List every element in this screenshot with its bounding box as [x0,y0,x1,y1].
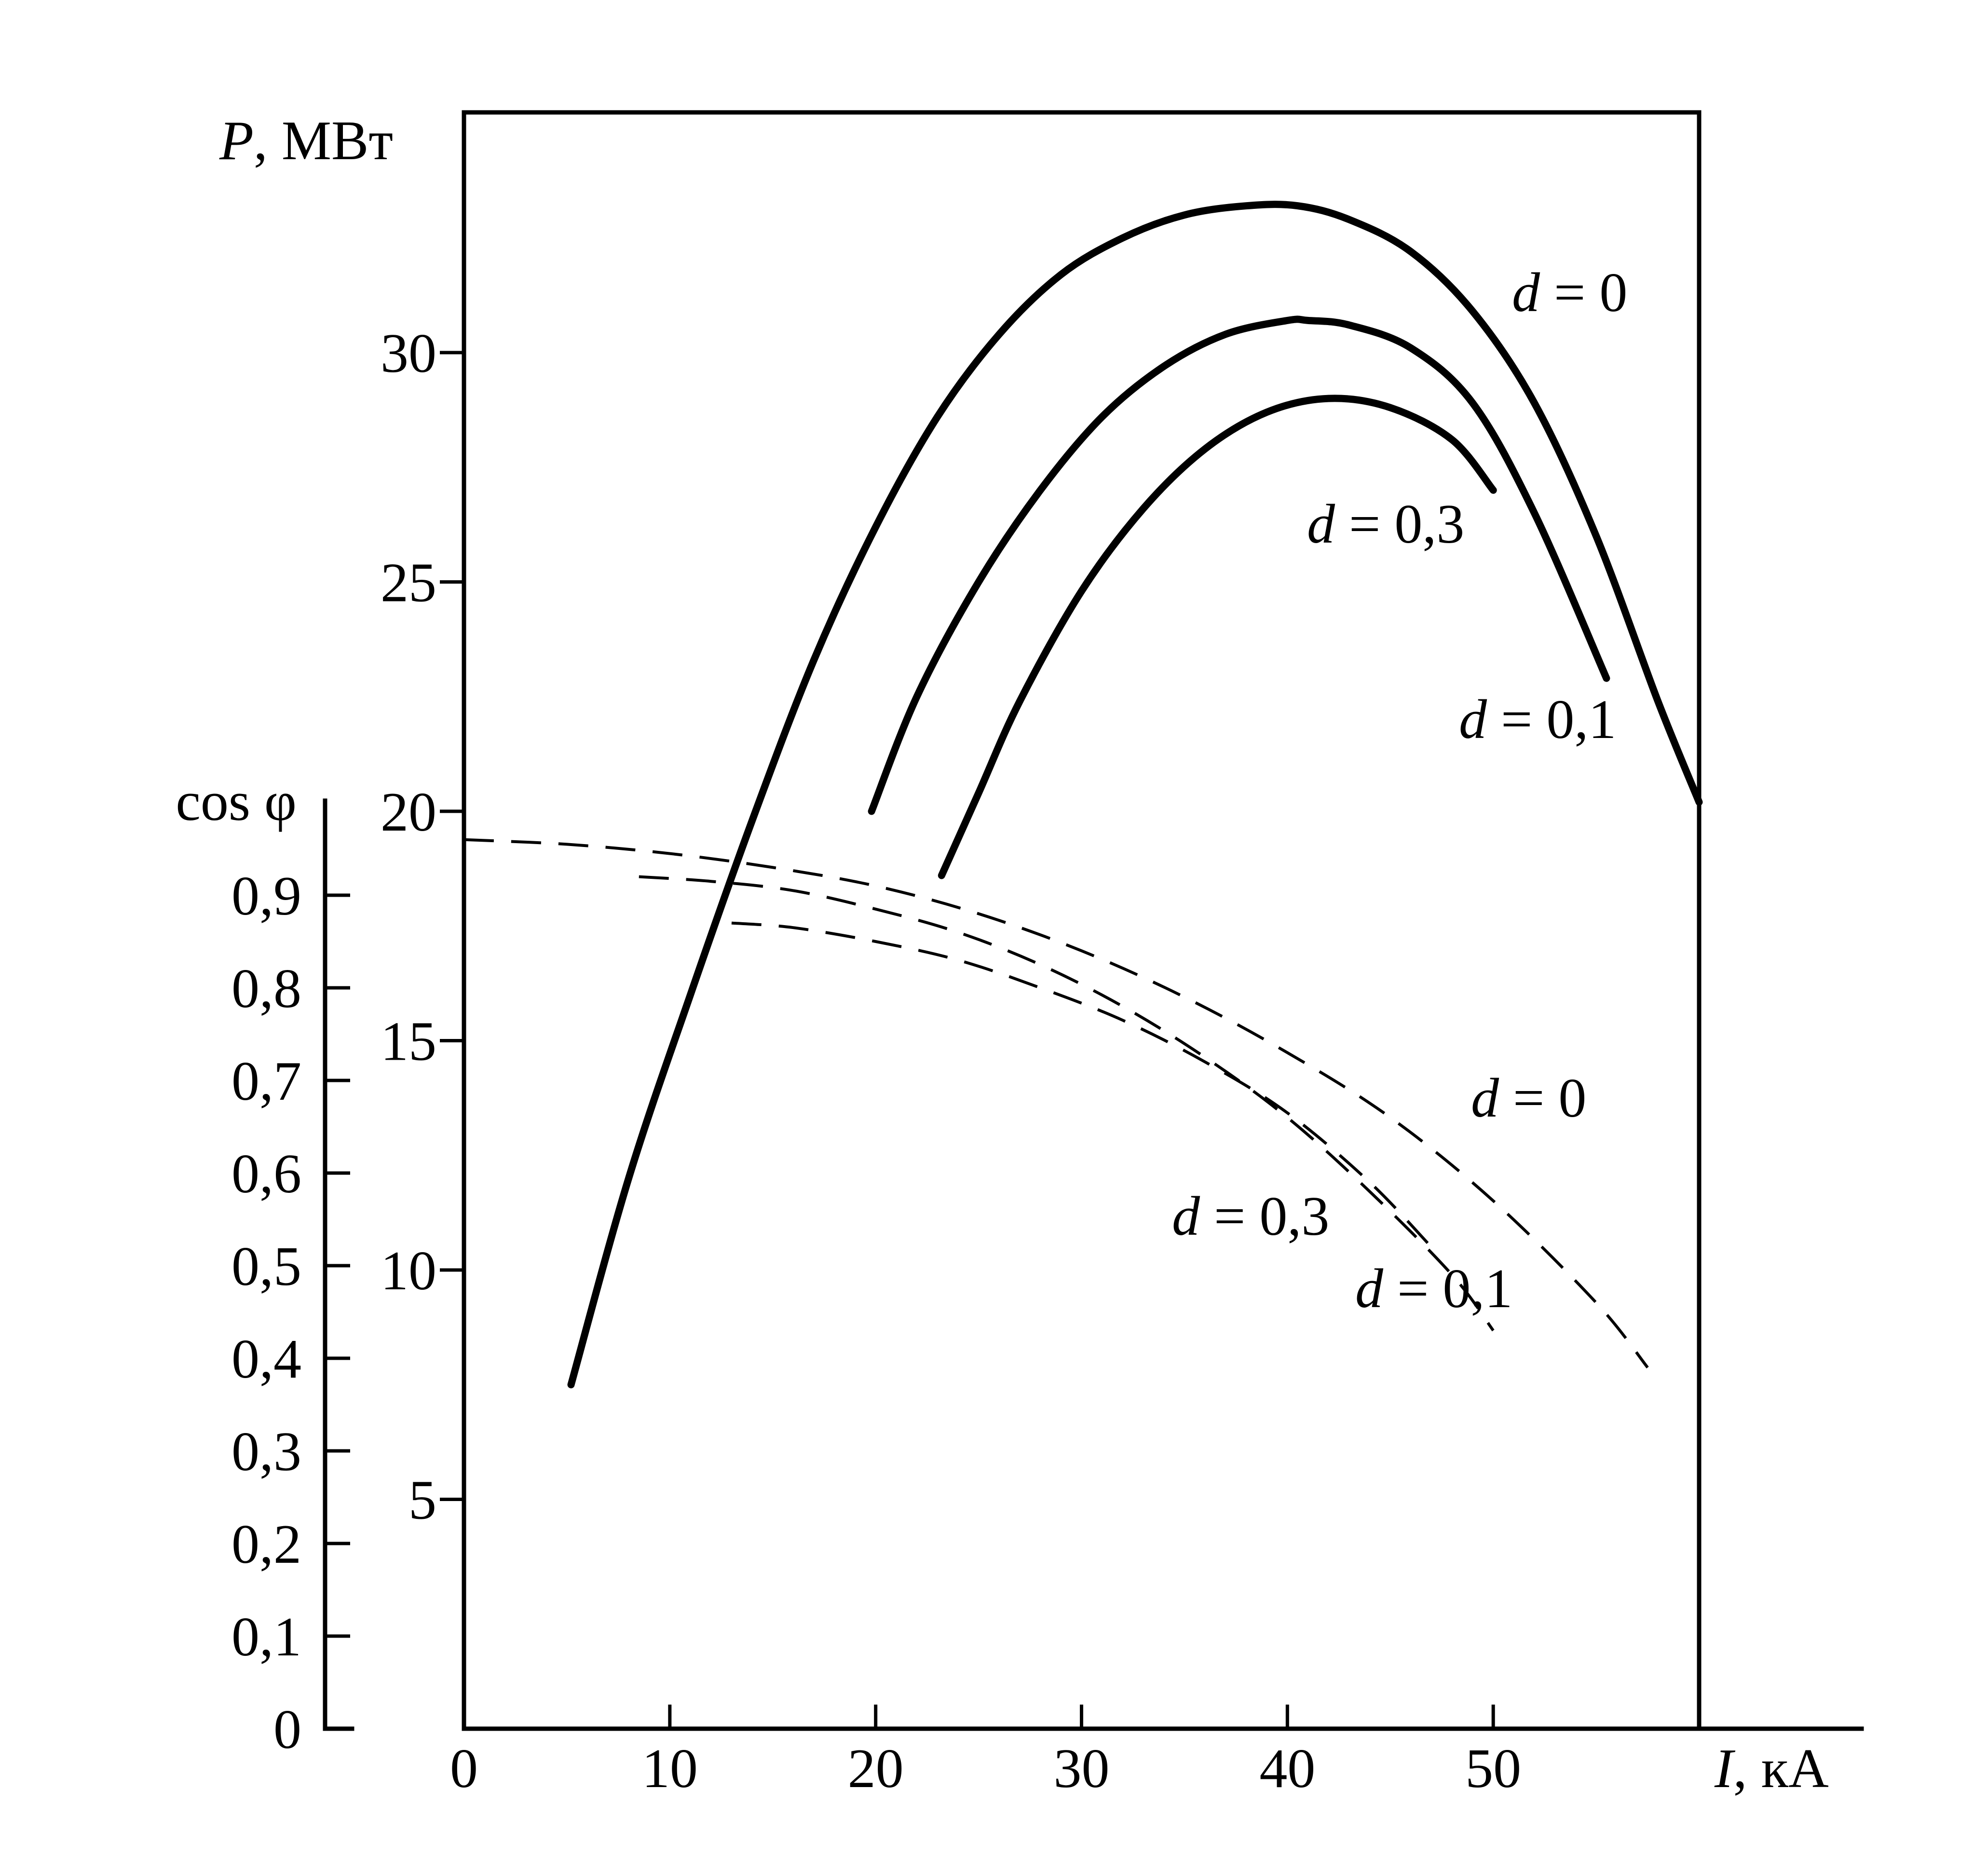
x-tick-label: 40 [1259,1738,1315,1800]
y2-axis-title: cos φ [176,771,297,833]
y-axis-title: P, МВт [219,110,393,172]
y-tick-label: 30 [381,323,436,384]
annotation-p-d01: d = 0,1 [1459,689,1616,751]
y2-tick-label: 0,9 [231,865,301,927]
annotation-cos-d03: d = 0,3 [1172,1186,1329,1247]
x-tick-label: 20 [848,1738,904,1800]
series-line-cos-0 [463,838,1649,1369]
y2-tick-label: 0,2 [231,1514,301,1575]
x-axis-title-var: I [1714,1738,1736,1800]
y2-tick-label: 0,4 [231,1328,301,1390]
annotation-p-d03: d = 0,3 [1307,493,1464,555]
series-line-cos-03 [731,921,1433,1248]
y2-tick-label: 0,3 [231,1421,301,1483]
x-axis-title: I, кА [1714,1738,1829,1800]
series-group [463,201,1703,1389]
annotation-cos-d01: d = 0,1 [1355,1258,1512,1320]
y2-tick-label: 0 [273,1699,301,1761]
x-tick-label: 30 [1054,1738,1110,1800]
y-tick-label: 15 [381,1011,436,1073]
y-tick-label: 25 [381,552,436,614]
series-line-p-03 [938,395,1497,879]
y2-tick-label: 0,7 [231,1051,301,1112]
series-line-cos-01 [639,875,1495,1332]
y2-tick-label: 0,6 [231,1143,301,1205]
y2-tick-label: 0,5 [231,1236,301,1297]
y-tick-label: 5 [408,1470,436,1531]
y-tick-label: 20 [381,781,436,843]
x-tick-label: 10 [642,1738,698,1800]
y2-tick-label: 0,1 [231,1606,301,1668]
y-tick-label: 10 [381,1240,436,1302]
annotation-cos-d0: d = 0 [1471,1067,1586,1129]
y-axis-title-var: P [219,110,254,172]
y-axis-title-unit: , МВт [254,110,393,172]
x-tick-label: 50 [1465,1738,1521,1800]
ticks-group [325,351,1495,1729]
x-tick-label: 0 [450,1738,478,1800]
series-line-p-01 [868,315,1610,815]
y2-tick-label: 0,8 [231,958,301,1020]
tick-labels-group: 0 10 20 30 40 50 5 10 15 20 25 30 0 0,1 0,2 0,3 0,4 0,5 0,… [231,323,1521,1800]
annotation-p-d0: d = 0 [1512,262,1627,324]
series-line-p-0 [567,201,1703,1389]
x-axis-title-unit: , кА [1733,1738,1829,1800]
